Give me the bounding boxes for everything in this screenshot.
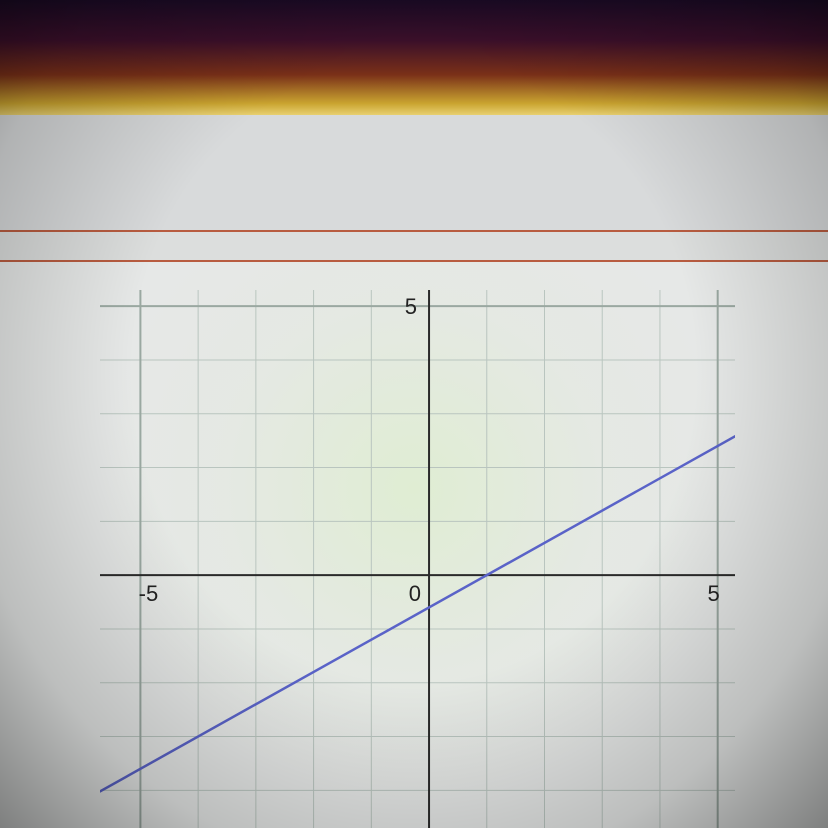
svg-text:5: 5	[405, 294, 417, 319]
svg-text:0: 0	[409, 581, 421, 606]
chart-svg: -5 0 5 5	[0, 0, 828, 828]
screenshot-stage: -5 0 5 5 -5 0 5 5	[0, 0, 828, 828]
svg-text:5: 5	[708, 581, 720, 606]
line-chart: -5 0 5 5	[0, 0, 828, 828]
svg-text:-5: -5	[139, 581, 159, 606]
